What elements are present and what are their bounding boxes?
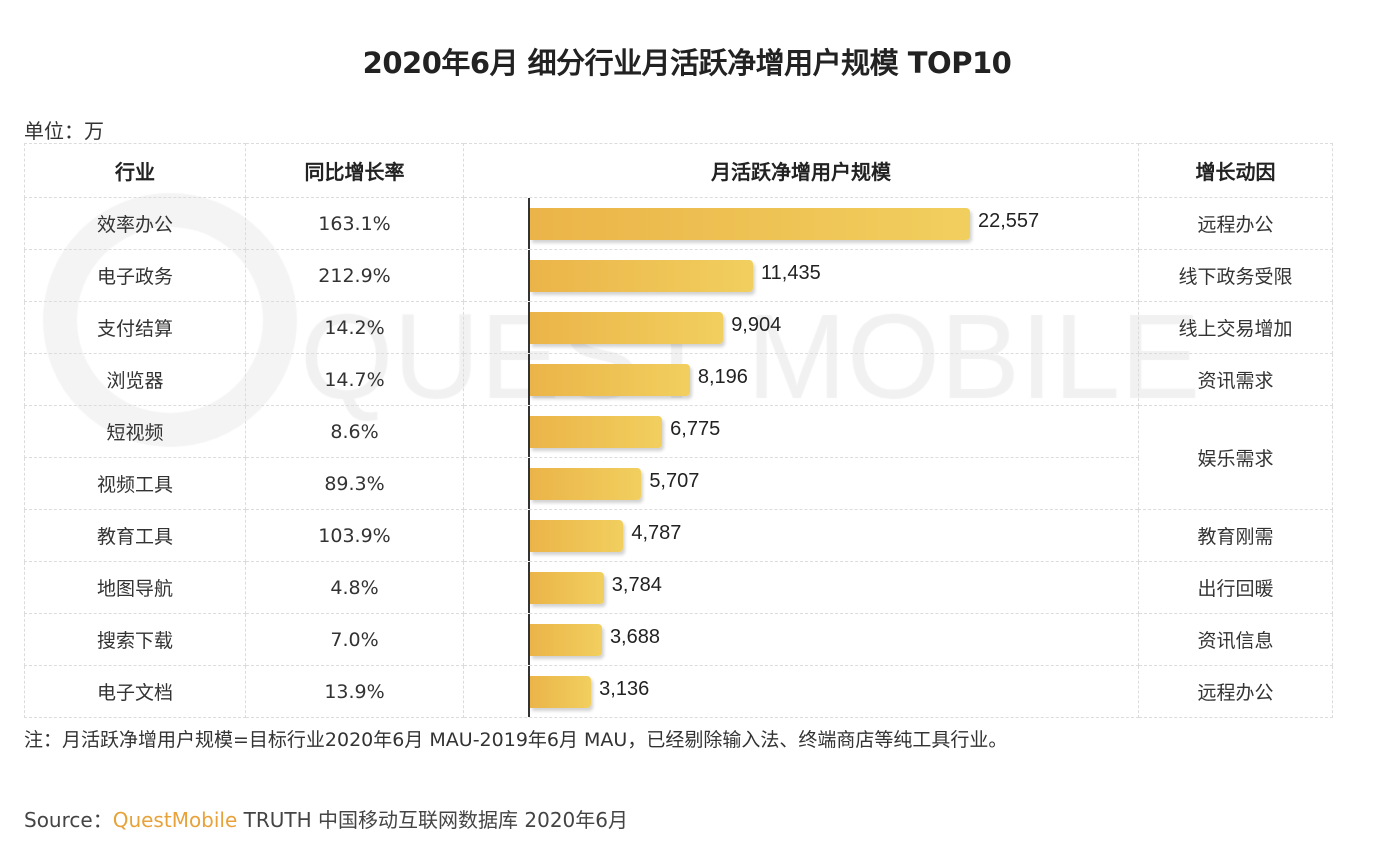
growth-cell: 14.2% [245, 301, 464, 354]
driver-cell: 线上交易增加 [1138, 301, 1333, 354]
industry-cell: 教育工具 [24, 509, 246, 562]
data-label: 9,904 [731, 314, 782, 336]
data-label: 11,435 [761, 262, 821, 284]
table-row: 电子政务 212.9% 11,435 线下政务受限 [24, 249, 1333, 302]
driver-cell: 资讯需求 [1138, 353, 1333, 406]
bar [530, 364, 690, 396]
growth-cell: 7.0% [245, 613, 464, 666]
table-row: 搜索下载 7.0% 3,688 资讯信息 [24, 613, 1333, 666]
table-row: 效率办公 163.1% 22,557 远程办公 [24, 197, 1333, 250]
industry-cell: 短视频 [24, 405, 246, 458]
bar-cell: 4,787 [463, 509, 1139, 562]
industry-cell: 视频工具 [24, 457, 246, 510]
bar-cell: 6,775 [463, 405, 1139, 458]
axis-line [528, 302, 530, 353]
unit-label: 单位：万 [24, 119, 104, 143]
industry-cell: 浏览器 [24, 353, 246, 406]
bar-cell: 9,904 [463, 301, 1139, 354]
data-label: 3,784 [611, 574, 662, 596]
axis-line [528, 562, 530, 613]
bar [530, 416, 663, 448]
chart-title: 2020年6月 细分行业月活跃净增用户规模 TOP10 [362, 46, 1012, 80]
axis-line [528, 614, 530, 665]
industry-cell: 搜索下载 [24, 613, 246, 666]
bar [530, 676, 592, 708]
bar [530, 520, 624, 552]
data-label: 6,775 [670, 418, 721, 440]
header-mau: 月活跃净增用户规模 [463, 143, 1139, 198]
data-table: 行业 同比增长率 月活跃净增用户规模 增长动因 效率办公 163.1% 22,5… [24, 143, 1333, 718]
driver-cell: 教育刚需 [1138, 509, 1333, 562]
header-driver: 增长动因 [1138, 143, 1333, 198]
header-growth: 同比增长率 [245, 143, 464, 198]
data-label: 3,688 [609, 626, 660, 648]
axis-line [528, 250, 530, 301]
source-prefix: Source： [24, 808, 113, 832]
bar [530, 624, 602, 656]
growth-cell: 8.6% [245, 405, 464, 458]
driver-cell: 资讯信息 [1138, 613, 1333, 666]
industry-cell: 电子文档 [24, 665, 246, 718]
driver-cell: 出行回暖 [1138, 561, 1333, 614]
driver-cell: 远程办公 [1138, 197, 1333, 250]
axis-line [528, 666, 530, 717]
bar-cell: 11,435 [463, 249, 1139, 302]
table-row: 地图导航 4.8% 3,784 出行回暖 [24, 561, 1333, 614]
growth-cell: 103.9% [245, 509, 464, 562]
axis-line [528, 198, 530, 249]
data-label: 5,707 [649, 470, 700, 492]
driver-cell: 线下政务受限 [1138, 249, 1333, 302]
data-label: 8,196 [697, 366, 748, 388]
driver-cell: 娱乐需求 [1138, 405, 1333, 510]
axis-line [528, 458, 530, 509]
data-label: 4,787 [631, 522, 682, 544]
axis-line [528, 354, 530, 405]
growth-cell: 4.8% [245, 561, 464, 614]
bar-cell: 22,557 [463, 197, 1139, 250]
bar-cell: 3,688 [463, 613, 1139, 666]
bar [530, 312, 724, 344]
bar-cell: 5,707 [463, 457, 1139, 510]
axis-line [528, 510, 530, 561]
data-label: 3,136 [599, 678, 650, 700]
bar [530, 468, 642, 500]
axis-line [528, 406, 530, 457]
table-row: 教育工具 103.9% 4,787 教育刚需 [24, 509, 1333, 562]
bar-cell: 3,784 [463, 561, 1139, 614]
source-brand: QuestMobile [112, 808, 238, 832]
data-label: 22,557 [978, 210, 1040, 232]
driver-cell: 远程办公 [1138, 665, 1333, 718]
source-rest: TRUTH 中国移动互联网数据库 2020年6月 [237, 808, 628, 832]
bar [530, 260, 754, 292]
industry-cell: 支付结算 [24, 301, 246, 354]
header-industry: 行业 [24, 143, 246, 198]
growth-cell: 163.1% [245, 197, 464, 250]
table-row: 视频工具 89.3% 5,707 [24, 457, 1333, 510]
source: Source：QuestMobile TRUTH 中国移动互联网数据库 2020… [24, 804, 628, 833]
bar-cell: 8,196 [463, 353, 1139, 406]
table-row: 浏览器 14.7% 8,196 资讯需求 [24, 353, 1333, 406]
industry-cell: 效率办公 [24, 197, 246, 250]
growth-cell: 89.3% [245, 457, 464, 510]
industry-cell: 地图导航 [24, 561, 246, 614]
bar [530, 572, 604, 604]
bar-cell: 3,136 [463, 665, 1139, 718]
table-row: 电子文档 13.9% 3,136 远程办公 [24, 665, 1333, 718]
table-row: 支付结算 14.2% 9,904 线上交易增加 [24, 301, 1333, 354]
bar [530, 208, 970, 240]
growth-cell: 14.7% [245, 353, 464, 406]
industry-cell: 电子政务 [24, 249, 246, 302]
footnote: 注：月活跃净增用户规模=目标行业2020年6月 MAU-2019年6月 MAU，… [24, 729, 1008, 751]
table-row: 短视频 8.6% 6,775 娱乐需求 [24, 405, 1333, 510]
growth-cell: 13.9% [245, 665, 464, 718]
growth-cell: 212.9% [245, 249, 464, 302]
